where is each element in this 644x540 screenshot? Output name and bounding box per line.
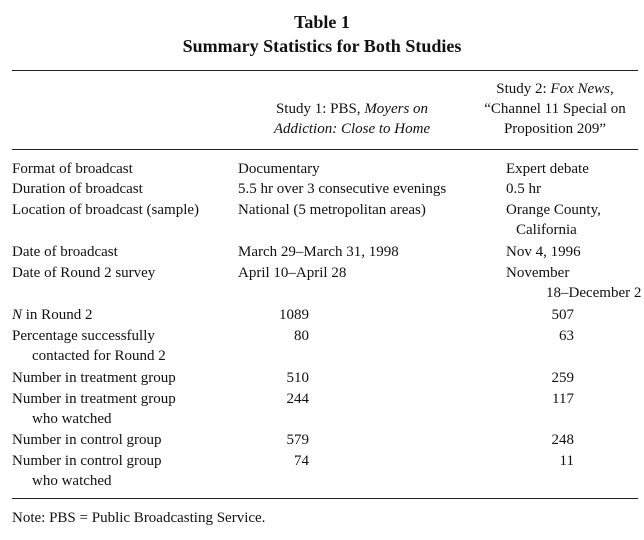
study2-cell: 507 xyxy=(551,307,575,323)
study2-cell: 0.5 hr xyxy=(506,181,541,197)
row-label: Duration of broadcast xyxy=(12,181,143,197)
study2-cell: 248 xyxy=(551,432,575,448)
study2-cell: Expert debate xyxy=(506,161,589,177)
study1-cell: Documentary xyxy=(238,161,320,177)
row-label: Format of broadcast xyxy=(12,161,133,177)
table-title: Table 1 xyxy=(294,12,350,32)
study1-cell: 244 xyxy=(286,391,310,407)
header-rule xyxy=(12,149,638,150)
column-header-study1: Study 1: PBS, Moyers on Addiction: Close… xyxy=(273,101,431,137)
study1-cell: March 29–March 31, 1998 xyxy=(238,244,399,260)
row-label: N in Round 2 xyxy=(12,307,93,323)
row-label: Number in treatment group xyxy=(12,370,176,386)
bottom-rule xyxy=(12,498,638,499)
row-label: Date of broadcast xyxy=(12,244,118,260)
row-label: Number in control group xyxy=(12,432,162,448)
study2-cell: November 18–December 2 xyxy=(506,265,642,301)
table-subtitle: Summary Statistics for Both Studies xyxy=(182,36,462,56)
table-note: Note: PBS = Public Broadcasting Service. xyxy=(12,510,266,526)
study2-cell: 259 xyxy=(551,370,575,386)
study2-cell: 11 xyxy=(559,453,574,469)
study2-cell: 63 xyxy=(559,328,574,344)
study2-cell: 117 xyxy=(552,391,574,407)
row-label: Number in control group who watched xyxy=(12,453,162,489)
study1-cell: 74 xyxy=(294,453,309,469)
column-header-study2: Study 2: Fox News, “Channel 11 Special o… xyxy=(484,81,626,137)
study2-cell: Nov 4, 1996 xyxy=(506,244,581,260)
row-label: Date of Round 2 survey xyxy=(12,265,156,281)
row-label: Percentage successfully contacted for Ro… xyxy=(12,328,166,364)
study1-cell: 5.5 hr over 3 consecutive evenings xyxy=(238,181,447,197)
top-rule xyxy=(12,70,638,71)
study1-cell: 510 xyxy=(286,370,310,386)
study1-cell: National (5 metropolitan areas) xyxy=(238,202,426,218)
study2-cell: Orange County, California xyxy=(506,202,601,238)
study1-cell: April 10–April 28 xyxy=(238,265,347,281)
study1-cell: 579 xyxy=(286,432,310,448)
study1-cell: 1089 xyxy=(279,307,309,323)
row-label: Number in treatment group who watched xyxy=(12,391,176,427)
row-label: Location of broadcast (sample) xyxy=(12,202,200,218)
study1-cell: 80 xyxy=(294,328,309,344)
